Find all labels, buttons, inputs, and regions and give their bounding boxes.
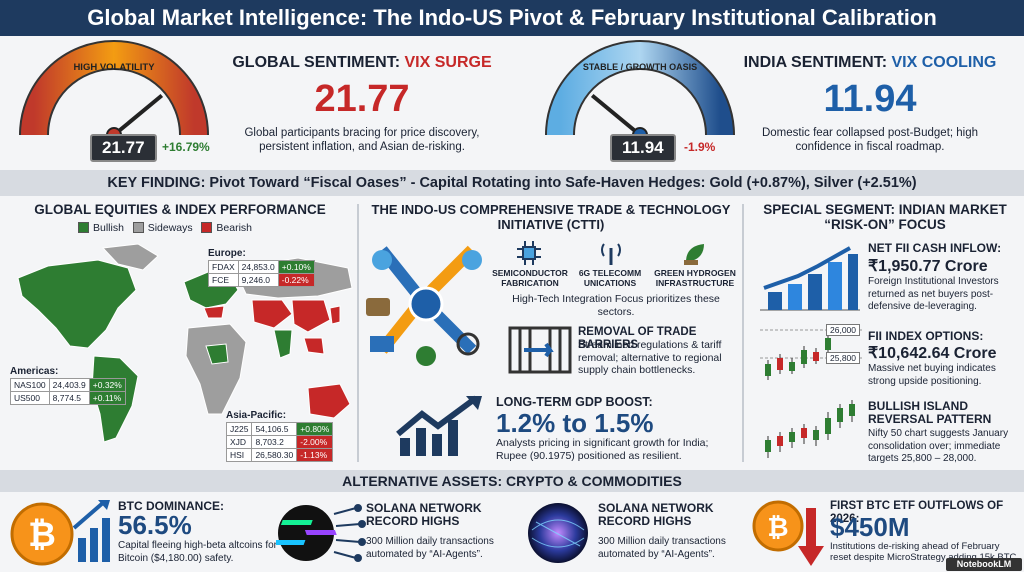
gauge-needle <box>112 93 164 137</box>
table-row: HSI 26,580.30 -1.13% <box>225 448 334 462</box>
etf-outflow-title: FIRST BTC ETF OUTFLOWS OF 2026: <box>830 500 1004 525</box>
india-sentiment-description: Domestic fear collapsed post-Budget; hig… <box>761 127 979 153</box>
india-gauge-label: STABLE / GROWTH OASIS <box>583 62 697 72</box>
fii-cash-text: Foreign Institutional Investors returned… <box>868 276 999 312</box>
europe-table: FDAX 24,853.0 +0.10% FCE 9,246.0 -0.22% <box>208 260 315 287</box>
gate-icon <box>508 326 572 374</box>
trade-barriers-title: REMOVAL OF TRADE BARRIERS <box>578 326 697 351</box>
btc-outflow-icon: ₿ <box>752 500 824 566</box>
gauge-needle <box>590 93 642 137</box>
legend-sideways: Sideways <box>132 222 193 234</box>
table-row: FDAX 24,853.0 +0.10% <box>208 260 315 274</box>
table-row: XJD 8,703.2 -2.00% <box>225 435 334 449</box>
pattern-text: Nifty 50 chart suggests January consolid… <box>868 428 1009 464</box>
ctti-title: THE INDO-US COMPREHENSIVE TRADE & TECHNO… <box>371 202 731 232</box>
global-sentiment-title: GLOBAL SENTIMENT: VIX SURGE <box>232 54 492 71</box>
magnifier-icon <box>456 332 480 356</box>
divider <box>742 204 744 462</box>
americas-table: NAS100 24,403.9 +0.32% US500 8,774.5 +0.11% <box>10 378 126 405</box>
gdp-text: Analysts pricing in significant growth f… <box>496 437 709 462</box>
dollar-icon <box>416 346 436 366</box>
sector-6g: 6G TELECOMM UNICATIONS <box>578 268 642 288</box>
key-finding-banner: KEY FINDING: Pivot Toward “Fiscal Oases”… <box>0 170 1024 196</box>
fii-inflow-chart <box>760 246 860 311</box>
chip-icon <box>372 250 392 270</box>
fii-options-chart <box>760 329 862 380</box>
solana-logo-icon <box>276 504 366 562</box>
tech-network-illustration <box>366 245 482 366</box>
table-row: NAS100 24,403.9 +0.32% <box>10 378 126 392</box>
pattern-title: BULLISH ISLAND REVERSAL PATTERN <box>868 399 992 426</box>
gdp-title: LONG-TERM GDP BOOST: <box>496 395 653 409</box>
wallet-icon <box>366 298 390 316</box>
global-vix-gauge: HIGH VOLATILITY <box>19 40 209 138</box>
chip-icon <box>517 241 541 265</box>
global-gauge-value: 21.77 <box>90 134 157 162</box>
fii-options-value: ₹10,642.64 Crore <box>868 345 997 362</box>
legend-bullish: Bullish <box>78 222 124 234</box>
fii-cash-title: NET FII CASH INFLOW: <box>868 241 1002 255</box>
btc-dominance-text: Capital fleeing high-beta altcoins for B… <box>118 540 277 564</box>
india-sentiment-title: INDIA SENTIMENT: VIX COOLING <box>743 54 997 71</box>
legend-bearish: Bearish <box>201 222 252 234</box>
fii-cash-value: ₹1,950.77 Crore <box>868 258 988 275</box>
solana-text-1: 300 Million daily transactions automated… <box>366 536 494 560</box>
global-gauge-label: HIGH VOLATILITY <box>73 62 155 73</box>
fii-options-title: FII INDEX OPTIONS: <box>868 329 984 343</box>
island-reversal-chart <box>765 400 855 458</box>
india-vix-change: -1.9% <box>684 140 716 154</box>
btc-dominance-value: 56.5% <box>118 510 192 540</box>
svg-text:₿: ₿ <box>28 516 56 554</box>
trade-barriers-text: Streamlined regulations & tariff removal… <box>578 339 722 376</box>
neural-orb-icon <box>528 503 588 563</box>
india-vix-gauge: STABLE / GROWTH OASIS <box>545 40 735 138</box>
sector-hydrogen: GREEN HYDROGEN INFRASTRUCTURE <box>654 268 736 288</box>
antenna-icon <box>601 243 621 265</box>
level-25800: 25,800 <box>826 352 860 364</box>
notebooklm-watermark: NotebookLM <box>946 558 1022 571</box>
special-segment-title: SPECIAL SEGMENT: INDIAN MARKET “RISK-ON”… <box>763 202 1007 232</box>
bitcoin-dominance-icon: ₿ <box>10 500 110 566</box>
etf-outflow-value: $450M <box>830 512 910 542</box>
asia-label: Asia-Pacific: <box>226 410 287 421</box>
page-title: Global Market Intelligence: The Indo-US … <box>0 0 1024 36</box>
solana-text-2: 300 Million daily transactions automated… <box>598 536 726 560</box>
svg-text:₿: ₿ <box>767 512 788 542</box>
table-row: US500 8,774.5 +0.11% <box>10 391 126 405</box>
equities-legend: Bullish Sideways Bearish <box>78 222 338 235</box>
laptop-icon <box>370 336 394 352</box>
europe-label: Europe: <box>208 248 246 259</box>
solana-title-2: SOLANA NETWORK RECORD HIGHS <box>598 501 714 528</box>
india-vix-value: 11.94 <box>823 78 917 120</box>
alt-assets-banner: ALTERNATIVE ASSETS: CRYPTO & COMMODITIES <box>0 470 1024 492</box>
global-vix-change: +16.79% <box>162 140 210 154</box>
divider <box>357 204 359 462</box>
ctti-focus-text: High-Tech Integration Focus prioritizes … <box>512 293 720 318</box>
leaf-icon <box>684 244 704 265</box>
solana-title-1: SOLANA NETWORK RECORD HIGHS <box>366 501 482 528</box>
growth-arrow-icon <box>396 395 482 456</box>
btc-dominance-title: BTC DOMINANCE: <box>118 499 224 513</box>
table-row: FCE 9,246.0 -0.22% <box>208 273 315 287</box>
americas-label: Americas: <box>10 366 59 377</box>
chart-icon <box>462 250 482 270</box>
etf-outflow-text: Institutions de-risking ahead of Februar… <box>830 541 1020 563</box>
asia-table: J225 54,106.5 +0.80% XJD 8,703.2 -2.00% HSI 2… <box>225 422 334 462</box>
global-vix-value: 21.77 <box>314 78 410 120</box>
globe-icon <box>408 286 444 322</box>
global-sentiment-description: Global participants bracing for price di… <box>244 127 480 153</box>
india-gauge-value: 11.94 <box>610 134 676 162</box>
gdp-value: 1.2% to 1.5% <box>496 408 654 438</box>
table-row: J225 54,106.5 +0.80% <box>225 422 334 436</box>
fii-options-text: Massive net buying indicates strong upsi… <box>868 363 996 387</box>
level-26000: 26,000 <box>826 324 860 336</box>
equities-title: GLOBAL EQUITIES & INDEX PERFORMANCE <box>34 202 326 217</box>
sector-semiconductor: SEMICONDUCTOR FABRICATION <box>492 268 568 288</box>
